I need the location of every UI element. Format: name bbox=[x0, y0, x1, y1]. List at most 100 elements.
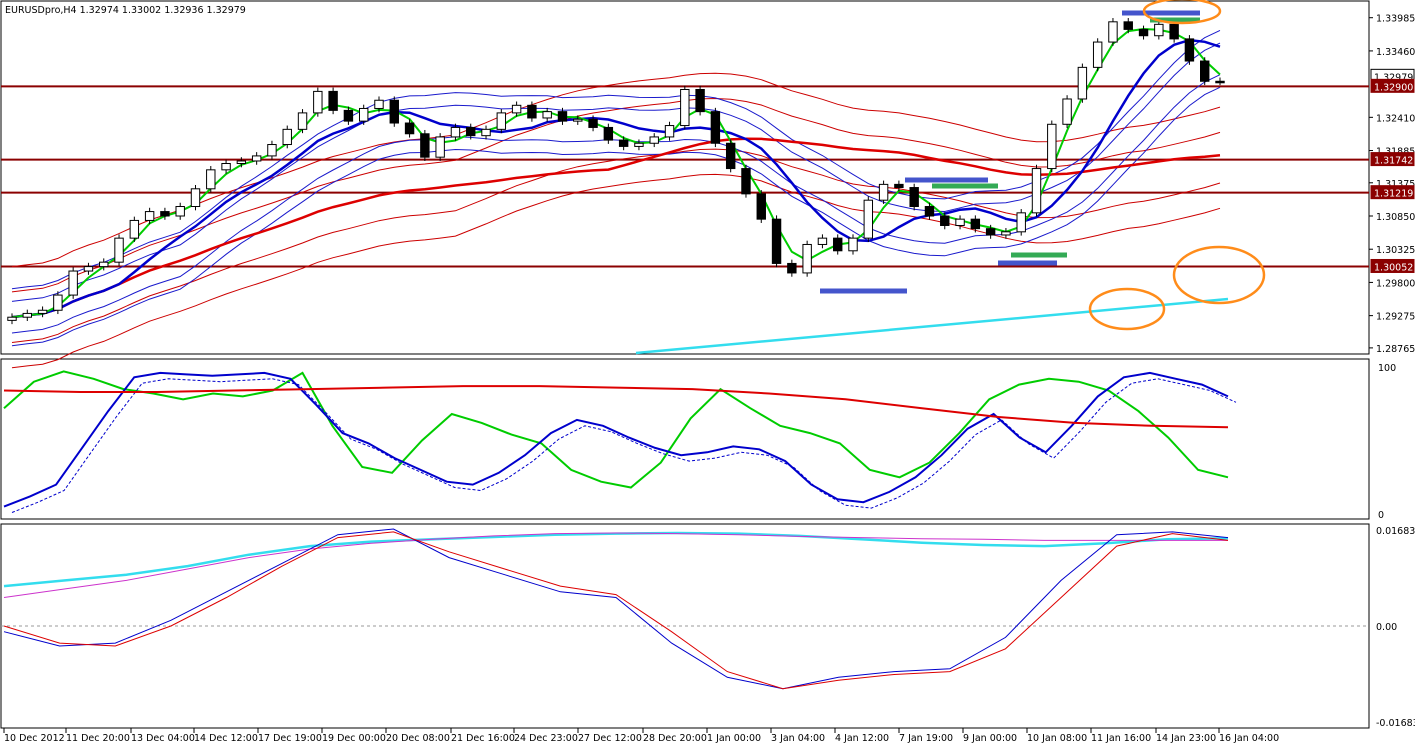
candle-body bbox=[129, 219, 140, 239]
bollinger-band bbox=[11, 86, 1221, 347]
candle-body bbox=[1016, 212, 1026, 233]
bollinger-band bbox=[11, 42, 1221, 302]
candle-body bbox=[1062, 98, 1072, 125]
candle-body bbox=[496, 112, 507, 130]
candle-body bbox=[358, 107, 369, 122]
candle-body bbox=[863, 199, 874, 239]
candle-body bbox=[435, 136, 445, 158]
macd-line bbox=[3, 531, 1229, 690]
candle-body bbox=[680, 88, 690, 127]
candle-body bbox=[1154, 23, 1164, 37]
candle-body bbox=[221, 163, 231, 171]
candle-body bbox=[909, 187, 919, 208]
x-tick-label: 4 Jan 12:00 bbox=[835, 733, 889, 744]
x-tick-label: 11 Dec 20:00 bbox=[66, 733, 130, 744]
candle-body bbox=[83, 266, 94, 272]
candle-body bbox=[53, 294, 63, 311]
candle-body bbox=[1047, 123, 1057, 170]
y-tick-label: 1.32410 bbox=[1376, 113, 1415, 124]
x-tick-label: 11 Jan 16:00 bbox=[1091, 733, 1151, 744]
y-tick-label: 1.33985 bbox=[1376, 14, 1415, 25]
annotation-circle bbox=[1142, 0, 1222, 25]
annotation-circle bbox=[1172, 245, 1266, 305]
candle-body bbox=[114, 237, 124, 263]
x-tick-label: 19 Dec 00:00 bbox=[322, 733, 386, 744]
candle-body bbox=[878, 183, 889, 201]
candle-body bbox=[313, 90, 323, 114]
candle-body bbox=[557, 111, 568, 122]
candle-body bbox=[725, 142, 736, 170]
candle-body bbox=[1001, 231, 1011, 236]
candle-body bbox=[68, 270, 78, 296]
candle-body bbox=[37, 309, 48, 314]
price-badge-label: 1.32900 bbox=[1374, 82, 1413, 93]
stochastic-panel bbox=[0, 358, 1370, 520]
candle-body bbox=[160, 211, 170, 217]
annotation-circle bbox=[1088, 287, 1166, 331]
candle-body bbox=[573, 118, 583, 122]
candle-body bbox=[1138, 28, 1149, 37]
candle-body bbox=[511, 104, 522, 114]
candle-body bbox=[618, 139, 629, 147]
price-badge bbox=[1370, 258, 1415, 273]
x-tick-label: 20 Dec 08:00 bbox=[386, 733, 450, 744]
stochastic-tick-label: 0 bbox=[1378, 510, 1384, 521]
stochastic-line bbox=[3, 385, 1229, 429]
candle-body bbox=[466, 126, 476, 137]
candle-body bbox=[206, 169, 216, 190]
y-tick-label: 1.29800 bbox=[1376, 278, 1415, 289]
candle-body bbox=[924, 206, 935, 217]
envelope-line bbox=[11, 173, 1221, 369]
macd-tick-label: 0.01683 bbox=[1376, 526, 1415, 537]
candle-body bbox=[481, 128, 491, 137]
candle-body bbox=[1031, 168, 1042, 214]
price-badge-label: 1.32979 bbox=[1374, 72, 1413, 83]
y-tick-label: 1.30325 bbox=[1376, 245, 1415, 256]
candle-body bbox=[985, 228, 996, 236]
candle-body bbox=[144, 211, 155, 221]
x-tick-label: 17 Dec 19:00 bbox=[258, 733, 322, 744]
candle-body bbox=[527, 104, 537, 119]
stochastic-line bbox=[3, 370, 1229, 489]
macd-tick-label: 0.00 bbox=[1376, 622, 1397, 633]
candle-body bbox=[1108, 21, 1118, 43]
candle-body bbox=[282, 128, 292, 146]
candle-body bbox=[1123, 21, 1133, 30]
macd-tick-label: -0.01683 bbox=[1376, 718, 1415, 729]
candle-body bbox=[588, 118, 598, 128]
candle-body bbox=[634, 142, 644, 147]
x-tick-label: 7 Jan 19:00 bbox=[899, 733, 953, 744]
price-badge-label: 1.31742 bbox=[1374, 156, 1413, 167]
envelope-line bbox=[11, 97, 1221, 293]
price-badge-label: 1.31219 bbox=[1374, 189, 1413, 200]
y-tick-label: 1.33460 bbox=[1376, 47, 1415, 58]
candle-body bbox=[695, 88, 705, 113]
envelope-line bbox=[11, 72, 1221, 268]
y-tick-label: 1.31375 bbox=[1376, 179, 1415, 190]
price-badge bbox=[1370, 185, 1415, 200]
candle-body bbox=[1215, 80, 1225, 84]
candle-body bbox=[297, 112, 308, 130]
price-badge bbox=[1370, 152, 1415, 167]
candle-body bbox=[741, 168, 751, 195]
candle-body bbox=[542, 111, 552, 119]
x-tick-label: 14 Dec 12:00 bbox=[194, 733, 258, 744]
candle-body bbox=[99, 261, 109, 268]
candle-body bbox=[190, 188, 201, 208]
main-panel bbox=[0, 0, 1370, 355]
candle-body bbox=[236, 160, 247, 165]
candle-body bbox=[710, 111, 721, 144]
candle-body bbox=[848, 237, 858, 252]
candle-body bbox=[817, 237, 828, 245]
x-tick-label: 27 Dec 12:00 bbox=[578, 733, 642, 744]
red-moving-average bbox=[11, 137, 1221, 319]
macd-line bbox=[3, 531, 1229, 588]
candle-body bbox=[970, 218, 981, 230]
x-tick-label: 9 Jan 00:00 bbox=[963, 733, 1017, 744]
bollinger-band bbox=[11, 29, 1221, 290]
candle-body bbox=[771, 218, 782, 264]
x-tick-label: 10 Jan 08:00 bbox=[1027, 733, 1087, 744]
x-tick-label: 24 Dec 23:00 bbox=[514, 733, 578, 744]
